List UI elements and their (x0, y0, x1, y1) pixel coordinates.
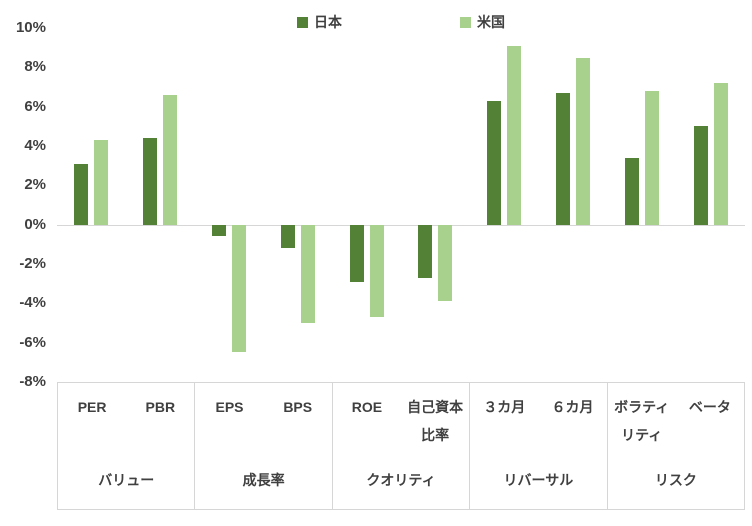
legend-label-us: 米国 (477, 14, 505, 30)
y-tick-label: 6% (24, 97, 46, 115)
bar-series1-cat0 (94, 140, 109, 225)
bar-series0-cat4 (349, 224, 364, 282)
bar-series1-cat2 (232, 224, 246, 353)
y-axis-labels: 10% 8% 6% 4% 2% 0% -2% -4% -6% -8% (0, 19, 46, 390)
plot-area (57, 28, 745, 382)
category-group: EPS BPS 成長率 (194, 383, 331, 509)
category-group: ROE 自己資本比率クオリティ (331, 383, 469, 509)
category-label: EPS (215, 399, 244, 415)
bar-series1-cat4 (369, 224, 384, 318)
category-label: ROE (351, 399, 383, 415)
category-group: ボラティリティ ベータリスク (606, 383, 746, 509)
bar-series0-cat3 (280, 224, 295, 249)
bar-series0-cat8 (624, 157, 639, 225)
y-tick-label: -6% (19, 333, 46, 351)
bar-series0-cat5 (418, 224, 433, 278)
category-label-row: ROE 自己資本比率 (333, 383, 469, 459)
category-label: ６カ月 (551, 399, 594, 415)
legend-swatch-us (460, 16, 471, 28)
category-label: ベータ (688, 399, 731, 415)
group-label: バリュー (98, 472, 155, 488)
group-label: リバーサル (503, 472, 574, 488)
category-label: PER (77, 399, 107, 415)
legend-item-japan: 日本 (297, 12, 342, 32)
legend-label-japan: 日本 (314, 14, 342, 30)
bar-series1-cat9 (713, 83, 728, 225)
category-group: PER PBR バリュー (57, 383, 194, 509)
legend-item-us: 米国 (460, 12, 505, 32)
y-tick-label: 8% (24, 58, 46, 76)
category-label: ３カ月 (483, 399, 526, 415)
bar-series0-cat1 (143, 138, 158, 225)
category-label: 自己資本比率 (407, 399, 464, 443)
bar-series1-cat8 (644, 90, 659, 225)
category-axis: PER PBR バリュー EPS BPS 成長率 ROE 自己資本比率クオリティ ３カ月 ６カ月リ… (57, 382, 746, 510)
bar-series0-cat2 (212, 224, 226, 237)
category-label-row: ボラティリティ ベータ (608, 383, 744, 459)
category-group: ３カ月 ６カ月リバーサル (469, 383, 606, 509)
bar-series0-cat0 (74, 163, 89, 225)
bar-series0-cat6 (487, 100, 502, 225)
legend-swatch-japan (297, 16, 308, 28)
bar-series1-cat7 (576, 57, 590, 225)
category-label-row: PER PBR (58, 383, 194, 459)
category-label: BPS (283, 399, 313, 415)
bar-series1-cat5 (438, 224, 453, 302)
legend: 日本 米国 (57, 12, 745, 32)
bar-series0-cat7 (556, 92, 570, 225)
bar-series1-cat1 (163, 94, 178, 225)
category-label-row: ３カ月 ６カ月 (470, 383, 606, 459)
y-tick-label: 2% (24, 176, 46, 194)
y-tick-label: 4% (24, 137, 46, 154)
y-tick-label: -4% (19, 294, 46, 312)
bar-series1-cat3 (300, 224, 315, 323)
category-label-row: EPS BPS (195, 383, 331, 459)
category-label: ボラティリティ (614, 399, 670, 443)
y-tick-label: -8% (19, 373, 46, 390)
zero-axis-line (57, 225, 745, 226)
category-label: PBR (145, 399, 176, 415)
y-tick-label: 0% (24, 215, 46, 233)
bar-series0-cat9 (693, 126, 708, 225)
bar-series1-cat6 (507, 45, 522, 225)
y-tick-label: -2% (19, 255, 46, 272)
group-label: クオリティ (366, 472, 436, 488)
y-tick-label: 10% (15, 19, 46, 36)
group-label: リスク (654, 472, 697, 488)
group-label: 成長率 (242, 472, 285, 488)
